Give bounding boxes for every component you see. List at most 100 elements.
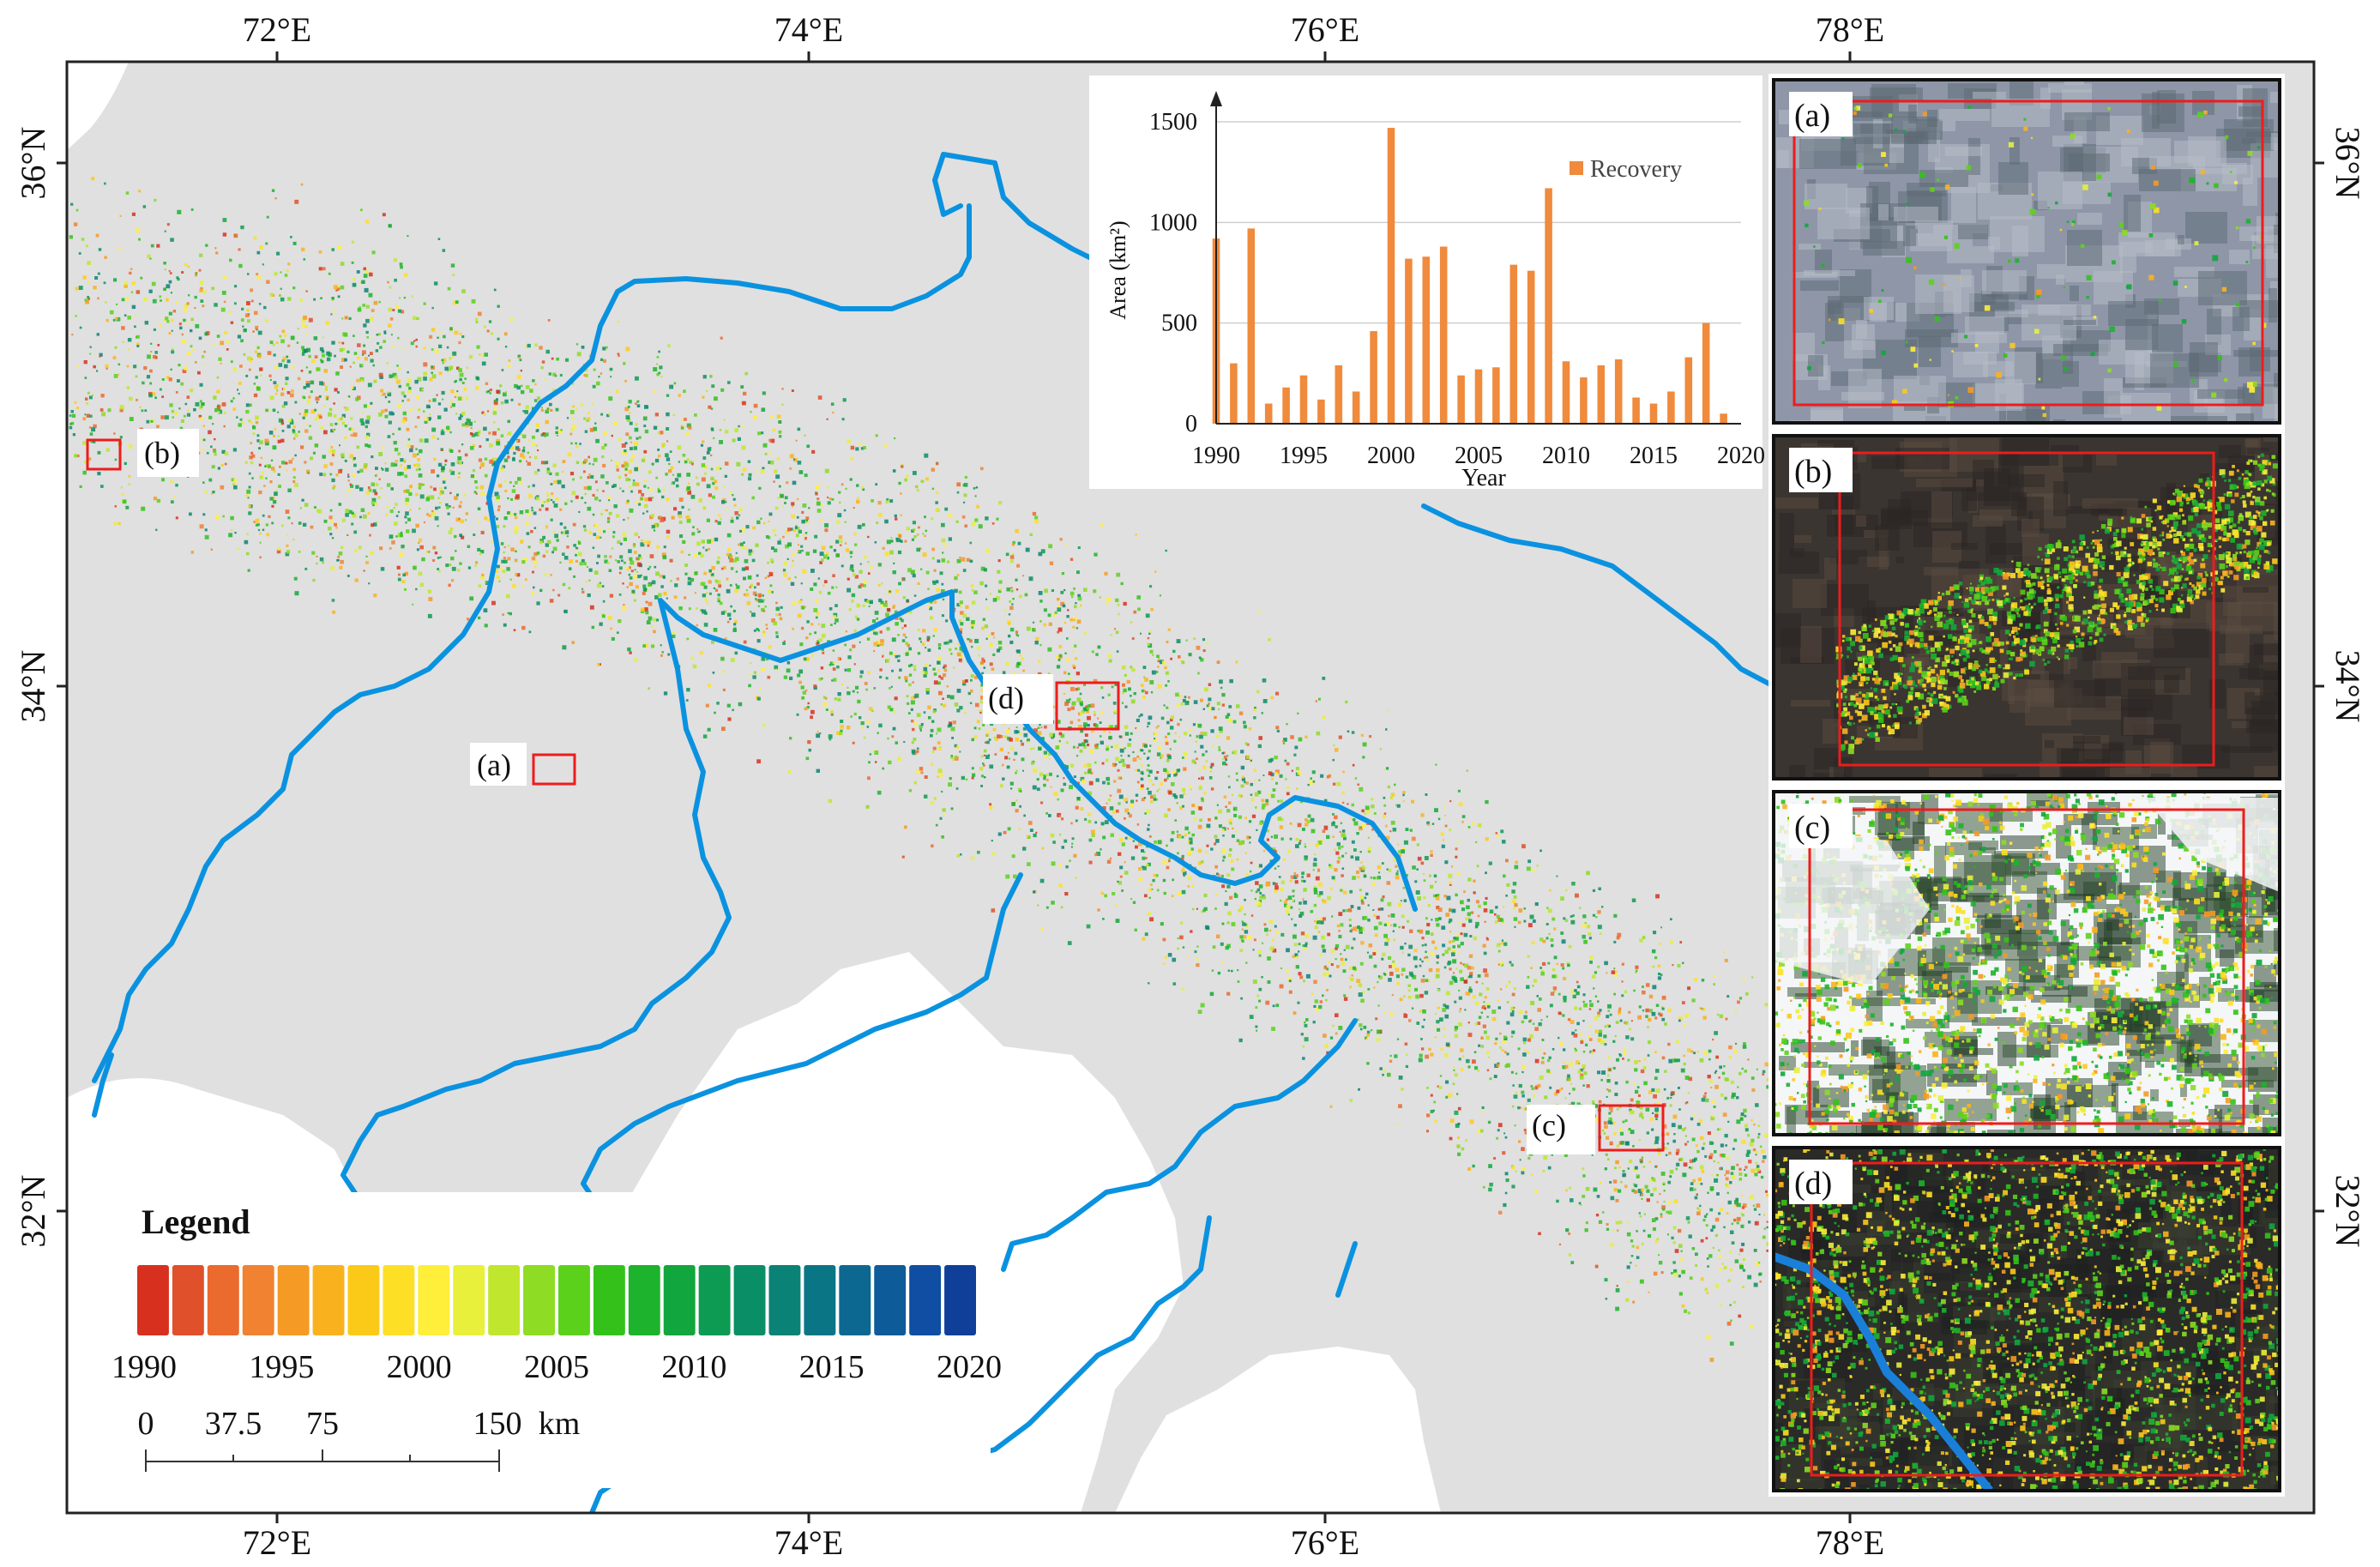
legend-year-label: 2005 <box>524 1349 589 1385</box>
chart-legend-label: Recovery <box>1590 156 1682 183</box>
inset-label: (c) <box>1794 810 1830 846</box>
legend-color-swatch <box>629 1265 660 1335</box>
chart-y-tick-label: 1500 <box>1149 109 1197 136</box>
scale-label-150: 150 <box>473 1406 522 1442</box>
legend-color-swatch <box>523 1265 555 1335</box>
inset-label: (d) <box>1794 1166 1832 1202</box>
legend-color-swatch <box>769 1265 801 1335</box>
legend-color-swatch <box>664 1265 696 1335</box>
legend-color-swatch <box>418 1265 449 1335</box>
legend-year-label: 2010 <box>661 1349 726 1385</box>
chart-y-tick-label: 1000 <box>1149 209 1197 236</box>
chart-x-axis-label: Year <box>1461 465 1506 491</box>
site-label-a: (a) <box>477 748 511 782</box>
lon-label-bottom-3: 76°E <box>1291 1523 1359 1562</box>
legend-color-swatch <box>699 1265 731 1335</box>
lon-label-bottom-2: 74°E <box>774 1523 843 1562</box>
chart-bar <box>1492 367 1500 424</box>
legend-color-swatch <box>208 1265 239 1335</box>
lon-label-top-4: 78°E <box>1816 10 1884 49</box>
chart-bar <box>1475 370 1483 424</box>
site-label-c: (c) <box>1532 1108 1566 1142</box>
legend-color-swatch <box>243 1265 274 1335</box>
lat-label-right-1: 36°N <box>2329 127 2367 200</box>
inset-panel-b: (b) <box>1774 436 2326 815</box>
legend-color-swatch <box>348 1265 380 1335</box>
chart-bar <box>1300 376 1308 424</box>
lon-label-top-3: 76°E <box>1291 10 1359 49</box>
lat-label-left-2: 34°N <box>14 650 52 723</box>
chart-bar <box>1702 323 1710 424</box>
scale-unit: km <box>539 1406 581 1442</box>
chart-bar <box>1580 377 1588 424</box>
legend-color-swatch <box>804 1265 835 1335</box>
chart-y-axis-label: Area (km²) <box>1106 220 1130 319</box>
chart-bar <box>1720 413 1727 424</box>
legend-color-swatch <box>839 1265 871 1335</box>
lat-label-left-3: 32°N <box>14 1175 52 1248</box>
inset-label: (b) <box>1794 454 1832 490</box>
scale-label-0: 0 <box>138 1406 154 1442</box>
legend-panel <box>120 1192 991 1488</box>
legend-color-swatch <box>874 1265 906 1335</box>
chart-bar <box>1545 188 1552 424</box>
legend-color-swatch <box>558 1265 590 1335</box>
chart-bar <box>1615 359 1623 424</box>
legend-color-swatch <box>313 1265 345 1335</box>
chart-bar <box>1685 358 1693 424</box>
legend-color-swatch <box>488 1265 520 1335</box>
chart-bar <box>1510 265 1518 424</box>
chart-x-tick-label: 2015 <box>1630 443 1678 469</box>
chart-bar <box>1667 391 1675 424</box>
legend-color-swatch <box>944 1265 976 1335</box>
chart-bar <box>1230 364 1238 424</box>
chart-bar <box>1353 391 1360 424</box>
chart-x-tick-label: 2010 <box>1542 443 1590 469</box>
inset-panel-c: (c) <box>1774 792 2323 1160</box>
legend-color-swatch <box>383 1265 414 1335</box>
chart-bar <box>1248 228 1256 424</box>
chart-bar <box>1317 400 1325 424</box>
chart-x-tick-label: 1995 <box>1280 443 1328 469</box>
chart-bar <box>1650 404 1658 424</box>
chart-bar <box>1388 128 1395 424</box>
lon-label-bottom-1: 72°E <box>243 1523 311 1562</box>
site-label-d: (d) <box>988 681 1024 715</box>
chart-x-tick-label: 2000 <box>1367 443 1415 469</box>
chart-bar <box>1405 259 1413 424</box>
legend-year-label: 1990 <box>111 1349 177 1385</box>
chart-bar <box>1282 388 1290 424</box>
chart-bar <box>1563 361 1570 424</box>
lat-label-right-2: 34°N <box>2329 650 2367 723</box>
chart-bar <box>1370 331 1377 424</box>
scale-label-75: 75 <box>306 1406 339 1442</box>
legend-year-label: 2020 <box>937 1349 1002 1385</box>
lat-label-right-3: 32°N <box>2329 1175 2367 1248</box>
chart-x-tick-label: 2020 <box>1717 443 1765 469</box>
scale-label-37-5: 37.5 <box>205 1406 262 1442</box>
legend-color-swatch <box>453 1265 485 1335</box>
chart-bar <box>1457 376 1465 424</box>
chart-bar <box>1527 271 1535 424</box>
inset-panel-d: (d) <box>1774 1148 2323 1517</box>
lat-label-left-1: 36°N <box>14 127 52 200</box>
chart-y-tick-label: 0 <box>1185 411 1197 437</box>
site-label-b: (b) <box>144 436 180 470</box>
chart-y-tick-label: 500 <box>1161 310 1197 337</box>
inset-label: (a) <box>1794 98 1830 134</box>
chart-bar <box>1423 256 1431 424</box>
legend-year-label: 2000 <box>387 1349 452 1385</box>
chart-x-tick-label: 1990 <box>1192 443 1240 469</box>
legend-color-swatch <box>172 1265 204 1335</box>
legend-color-swatch <box>137 1265 169 1335</box>
inset-panels: (a) (b) (c) (d) <box>1774 80 2328 1517</box>
legend-year-label: 1995 <box>249 1349 314 1385</box>
lon-label-top-1: 72°E <box>243 10 311 49</box>
chart-bar <box>1598 365 1606 424</box>
legend-color-swatch <box>909 1265 941 1335</box>
legend-year-label: 2015 <box>799 1349 865 1385</box>
legend-color-swatch <box>593 1265 625 1335</box>
legend-color-swatch <box>278 1265 310 1335</box>
